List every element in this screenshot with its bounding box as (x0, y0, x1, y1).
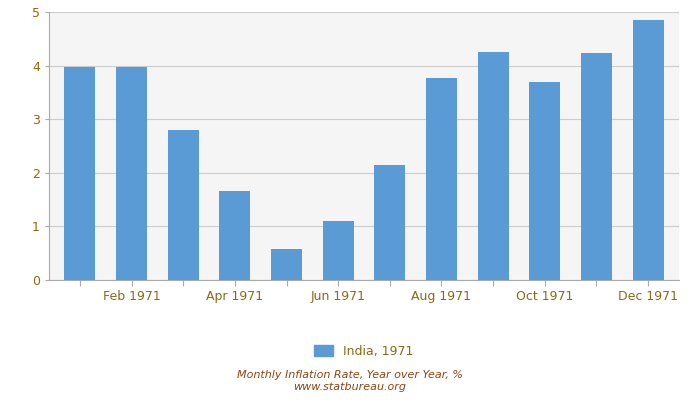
Text: www.statbureau.org: www.statbureau.org (293, 382, 407, 392)
Legend: India, 1971: India, 1971 (309, 340, 419, 363)
Bar (271, 249, 302, 280)
Bar (477, 52, 509, 280)
Bar (323, 221, 354, 280)
Bar (426, 78, 457, 280)
Bar (633, 20, 664, 280)
Bar (529, 82, 560, 280)
Bar (64, 67, 95, 280)
Bar (374, 165, 405, 280)
Text: Monthly Inflation Rate, Year over Year, %: Monthly Inflation Rate, Year over Year, … (237, 370, 463, 380)
Bar (219, 191, 251, 280)
Bar (168, 130, 199, 280)
Bar (116, 67, 147, 280)
Bar (581, 53, 612, 280)
